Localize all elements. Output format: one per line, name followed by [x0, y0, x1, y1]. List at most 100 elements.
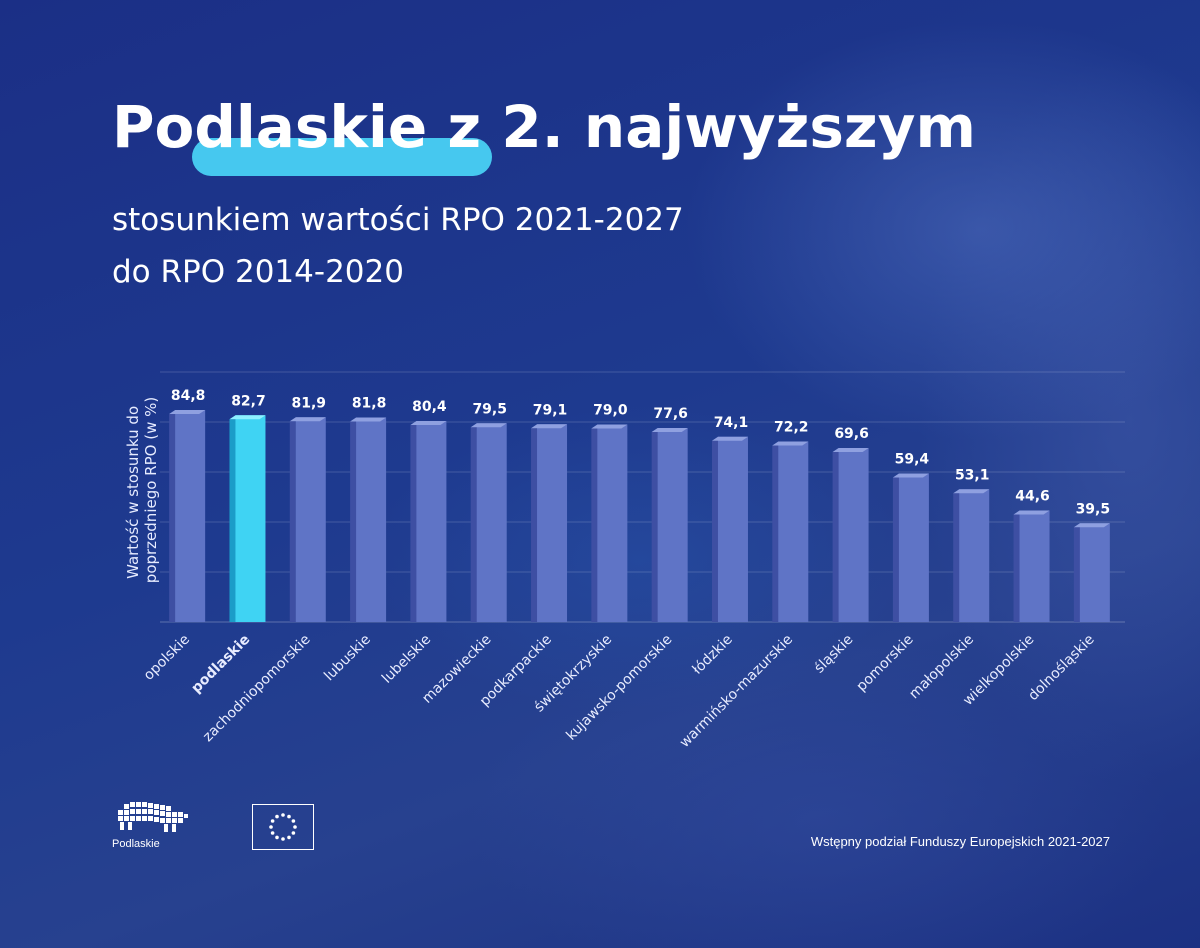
- category-label: zachodniopomorskie: [200, 632, 314, 746]
- bar-małopolskie: [953, 489, 990, 622]
- eu-star-icon: [291, 831, 296, 835]
- value-label: 84,8: [171, 388, 206, 404]
- eu-star-icon: [293, 825, 297, 829]
- category-label: kujawsko-pomorskie: [563, 632, 675, 744]
- bar-side: [832, 452, 840, 622]
- bar-front: [537, 424, 568, 622]
- bar-top: [229, 415, 266, 420]
- title-highlight-pill: [192, 138, 492, 176]
- eu-star-icon: [270, 831, 275, 835]
- bar-świętokrzyskie: [591, 424, 628, 622]
- eu-star-icon: [291, 819, 296, 823]
- bar-podlaskie: [229, 415, 266, 622]
- title-block: Podlaskie z 2. najwyższym: [112, 92, 976, 176]
- bar-łódzkie: [711, 436, 748, 622]
- eu-star-icon: [281, 837, 285, 841]
- bar-front: [476, 423, 507, 622]
- value-label: 77,6: [653, 406, 688, 422]
- bar-top: [169, 410, 206, 414]
- bar-top: [289, 417, 326, 422]
- bar-front: [1079, 523, 1110, 622]
- bar-chart: Wartość w stosunku do poprzedniego RPO (…: [124, 388, 1110, 751]
- eu-star-icon: [287, 835, 291, 840]
- bar-front: [1019, 510, 1050, 622]
- bar-side: [350, 421, 358, 622]
- bar-opolskie: [169, 410, 206, 622]
- bar-top: [832, 448, 869, 452]
- bar-top: [591, 424, 628, 429]
- bar-dolnośląskie: [1073, 523, 1110, 622]
- eu-star-icon: [281, 813, 285, 817]
- bar-front: [778, 441, 809, 622]
- bar-side: [1013, 514, 1021, 622]
- value-label: 74,1: [714, 415, 749, 431]
- bar-front: [295, 417, 326, 622]
- bar-lubuskie: [350, 417, 387, 622]
- bar-top: [772, 441, 809, 446]
- value-label: 81,9: [292, 395, 327, 411]
- category-label: lubuskie: [321, 632, 374, 685]
- value-label: 82,7: [231, 393, 266, 409]
- bar-front: [356, 417, 387, 622]
- bar-side: [772, 445, 780, 622]
- value-label: 79,5: [472, 401, 507, 417]
- eu-star-icon: [270, 819, 275, 823]
- source-note: Wstępny podział Funduszy Europejskich 20…: [810, 834, 1110, 849]
- value-label: 69,6: [834, 426, 869, 442]
- bar-side: [470, 427, 478, 622]
- bar-top: [531, 424, 568, 429]
- bar-top: [410, 421, 447, 425]
- bar-side: [651, 432, 659, 622]
- bar-mazowieckie: [470, 423, 507, 622]
- bar-top: [892, 473, 929, 478]
- category-label: lubelskie: [379, 632, 434, 687]
- value-label: 81,8: [352, 396, 387, 412]
- value-label: 72,2: [774, 420, 809, 436]
- chart-bars: [169, 410, 1110, 622]
- y-axis-label-line-1: Wartość w stosunku do: [124, 406, 142, 579]
- bar-side: [1073, 527, 1081, 622]
- bar-side: [953, 493, 961, 622]
- category-label: łódzkie: [690, 632, 736, 678]
- category-label: podlaskie: [188, 632, 253, 697]
- bar-top: [1073, 523, 1110, 528]
- page-subtitle: stosunkiem wartości RPO 2021-2027 do RPO…: [112, 194, 812, 298]
- bar-front: [717, 436, 748, 622]
- bison-logo-icon: [118, 802, 188, 832]
- eu-stars-icon: [269, 813, 297, 841]
- value-label: 44,6: [1015, 489, 1050, 505]
- bar-top: [350, 417, 387, 422]
- bar-front: [657, 428, 688, 622]
- subtitle-line-1: stosunkiem wartości RPO 2021-2027: [112, 202, 684, 238]
- bar-warmińsko-mazurskie: [772, 441, 809, 622]
- bar-side: [711, 440, 719, 622]
- bar-side: [289, 421, 297, 622]
- category-label: warmińsko-mazurskie: [677, 632, 796, 751]
- bar-front: [959, 489, 990, 622]
- bar-front: [235, 415, 266, 622]
- bar-wielkopolskie: [1013, 510, 1050, 622]
- value-label: 59,4: [895, 452, 930, 468]
- bar-front: [416, 421, 447, 622]
- bar-front: [597, 424, 628, 622]
- eu-star-icon: [275, 814, 279, 819]
- bar-zachodniopomorskie: [289, 417, 326, 622]
- subtitle-line-2: do RPO 2014-2020: [112, 254, 404, 290]
- value-label: 80,4: [412, 399, 447, 415]
- value-label: 39,5: [1076, 501, 1111, 517]
- bar-lubelskie: [410, 421, 447, 622]
- y-axis-label-line-2: poprzedniego RPO (w %): [142, 397, 160, 583]
- category-label: opolskie: [141, 632, 193, 684]
- bar-front: [898, 473, 929, 622]
- bar-side: [892, 477, 900, 622]
- bar-śląskie: [832, 448, 869, 622]
- page-title: Podlaskie z 2. najwyższym: [112, 93, 976, 161]
- category-label: pomorskie: [854, 632, 917, 695]
- bar-side: [410, 425, 418, 622]
- podlaskie-logo-text: Podlaskie: [112, 838, 160, 850]
- bar-side: [591, 428, 599, 622]
- bar-side: [531, 428, 539, 622]
- bar-top: [1013, 510, 1050, 515]
- chart-value-labels: 84,8 82,7 81,9 81,8 80,4 79,5 79,1 79,0 77,6 74,1…: [171, 388, 1110, 517]
